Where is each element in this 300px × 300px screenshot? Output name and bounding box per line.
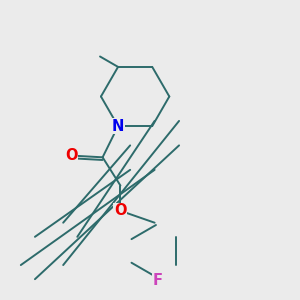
Text: O: O (65, 148, 78, 163)
Text: O: O (114, 203, 127, 218)
Text: F: F (153, 273, 163, 288)
Text: N: N (112, 118, 124, 134)
